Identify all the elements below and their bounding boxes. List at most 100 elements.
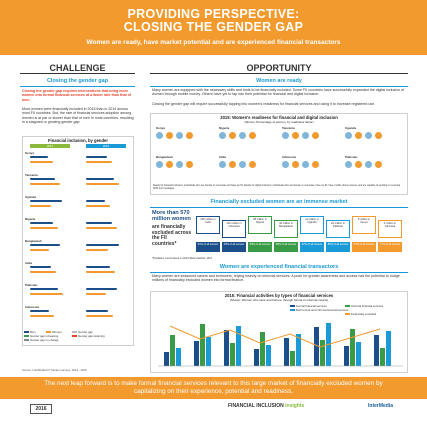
ready-text-2: Closing the gender gap will require succ… (152, 102, 376, 106)
market-title: Financially excluded women are an immens… (210, 199, 348, 205)
activity-bar (344, 346, 349, 366)
page-subtitle: Women are ready, have market potential a… (86, 39, 341, 46)
men-bar (86, 288, 117, 290)
readiness-card: Pakistan (345, 155, 387, 181)
market-pct: 27% of all women (352, 242, 376, 252)
person-icon (156, 161, 163, 168)
men-bar (30, 178, 55, 180)
activity-bar (200, 324, 205, 366)
legend-women-swatch (46, 331, 51, 334)
activity-bar (314, 327, 319, 366)
legend-gap-swatch (72, 331, 77, 334)
footer-band (0, 377, 427, 399)
women-bar (86, 315, 113, 317)
opportunity-rule (150, 73, 408, 74)
act-legend-both: Both formal and informal financial servi… (290, 308, 349, 312)
women-bar (86, 183, 119, 185)
ready-title: Women are ready (256, 78, 302, 84)
market-box: 101 million in Indonesia (222, 220, 246, 238)
men-bar (30, 310, 49, 312)
market-box: 38 million in Nigeria (248, 216, 272, 234)
act-legend-informal-swatch (345, 305, 350, 308)
person-icon (282, 132, 289, 139)
readiness-subtitle: (Shown: Percentage of women, by readines… (244, 120, 314, 124)
activity-bar (296, 334, 301, 366)
activity-bar (374, 335, 379, 366)
person-icon (355, 132, 362, 139)
person-icon (365, 132, 372, 139)
person-icon (249, 161, 256, 168)
readiness-card: India (219, 155, 261, 181)
readiness-panel (150, 113, 408, 195)
readiness-title: 2015: Women's readiness for financial an… (220, 115, 338, 120)
legend-men-swatch (24, 331, 29, 334)
activity-bar (254, 349, 259, 366)
women-bar (30, 227, 58, 229)
market-pct: 67% of all women (300, 242, 324, 252)
experienced-title: Women are experienced financial transact… (219, 264, 339, 270)
activity-bar (266, 345, 271, 366)
men-bar (86, 310, 108, 312)
men-bar (30, 244, 60, 246)
readiness-country: Nigeria (219, 126, 230, 130)
readiness-country: Uganda (345, 126, 357, 130)
readiness-card: Kenya (156, 126, 198, 152)
activity-bar (170, 335, 175, 366)
legend-men-label: Men (30, 330, 36, 334)
person-icon (229, 132, 236, 139)
market-box: 11 million in Uganda (300, 216, 324, 234)
readiness-country: Bangladesh (156, 155, 174, 159)
men-bar (30, 288, 58, 290)
men-bar (86, 156, 107, 158)
activity-bar (176, 348, 181, 366)
activity-bar (284, 338, 289, 366)
gender-gap-title: Closing the gender gap (46, 78, 109, 84)
legend-gap-label: Gender gap (78, 330, 93, 334)
readiness-note: Ready for financial inclusion: individua… (153, 184, 401, 190)
title-line-2: CLOSING THE GENDER GAP (123, 20, 304, 34)
readiness-card: Tanzania (282, 126, 324, 152)
market-box: 20 million in Pakistan (326, 220, 350, 238)
year-2015-tab: 2015 (86, 144, 126, 148)
person-icon (345, 161, 352, 168)
market-rest: are financially excluded across the FII … (152, 224, 192, 247)
person-icon (219, 132, 226, 139)
legend-widening-swatch (72, 335, 77, 338)
country-label: Tanzania (25, 173, 38, 177)
women-bar (86, 249, 108, 251)
legend-women-label: Women (52, 330, 62, 334)
women-bar (30, 205, 51, 207)
activities-panel (150, 291, 408, 373)
activity-bar (224, 330, 229, 366)
intermedia-logo: InterMedia (368, 403, 393, 409)
activities-title: 2015: Financial activities by types of f… (224, 293, 334, 298)
activity-bar (206, 337, 211, 366)
readiness-country: Kenya (156, 126, 166, 130)
country-label: Bangladesh (25, 239, 43, 243)
legend-increasing: Gender gap increasing (24, 334, 58, 338)
ready-text-1: Many women are equipped with the necessa… (152, 88, 405, 97)
readiness-country: Pakistan (345, 155, 358, 159)
act-legend-formal: Formal financial services (290, 304, 327, 308)
activity-bar (356, 342, 361, 366)
activity-bar (236, 326, 241, 366)
market-box: 245 million in India (196, 216, 220, 234)
person-icon (239, 161, 246, 168)
legend-increasing-swatch (24, 335, 29, 338)
opportunity-heading: OPPORTUNITY (246, 63, 312, 73)
act-legend-formal-swatch (290, 305, 295, 308)
challenge-rule (20, 73, 135, 74)
inclusion-by-gender-panel (22, 136, 134, 346)
act-legend-both-label: Both formal and informal financial servi… (296, 308, 349, 312)
person-icon (375, 161, 382, 168)
person-icon (312, 161, 319, 168)
men-bar (30, 222, 53, 224)
year-badge: 2016 (30, 404, 52, 414)
women-bar (86, 293, 106, 295)
person-icon (365, 161, 372, 168)
men-bar (86, 178, 114, 180)
women-bar (86, 227, 117, 229)
legend-nochange-label: Gender gap no change (30, 338, 59, 342)
person-icon (186, 161, 193, 168)
person-icon (282, 161, 289, 168)
